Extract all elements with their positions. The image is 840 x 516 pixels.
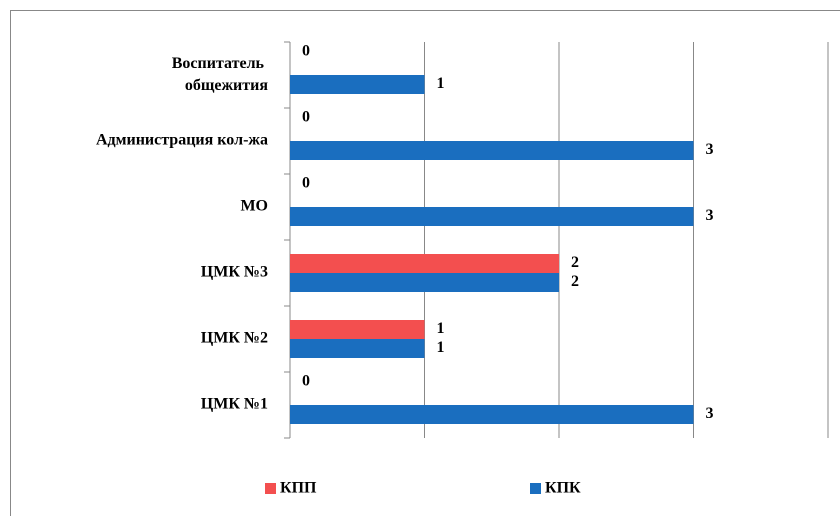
- data-label: 1: [437, 75, 445, 92]
- data-label: 3: [706, 141, 714, 158]
- y-tick-label: МО: [240, 198, 268, 215]
- y-tick-label: ЦМК №3: [201, 264, 268, 281]
- data-label: 1: [437, 339, 445, 356]
- data-label: 1: [437, 320, 445, 337]
- bar: [290, 75, 425, 94]
- data-label: 2: [571, 254, 579, 271]
- y-tick-label: ЦМК №1: [201, 396, 268, 413]
- bar: [290, 273, 559, 292]
- legend-label: КПП: [280, 480, 317, 497]
- bar: [290, 405, 694, 424]
- y-tick-label: Администрация кол-жа: [96, 132, 268, 149]
- data-label: 0: [302, 373, 310, 390]
- bar: [290, 254, 559, 273]
- bar: [290, 339, 425, 358]
- bar: [290, 141, 694, 160]
- y-tick-label: ЦМК №2: [201, 330, 268, 347]
- legend-swatch: [530, 483, 541, 494]
- data-label: 0: [302, 43, 310, 60]
- data-label: 3: [706, 207, 714, 224]
- y-tick-label: Воспитатель общежития: [172, 55, 269, 94]
- data-label: 2: [571, 273, 579, 290]
- data-label: 0: [302, 175, 310, 192]
- legend-swatch: [265, 483, 276, 494]
- data-label: 0: [302, 109, 310, 126]
- legend-label: КПК: [545, 480, 581, 497]
- bar: [290, 320, 425, 339]
- bar: [290, 207, 694, 226]
- data-label: 3: [706, 405, 714, 422]
